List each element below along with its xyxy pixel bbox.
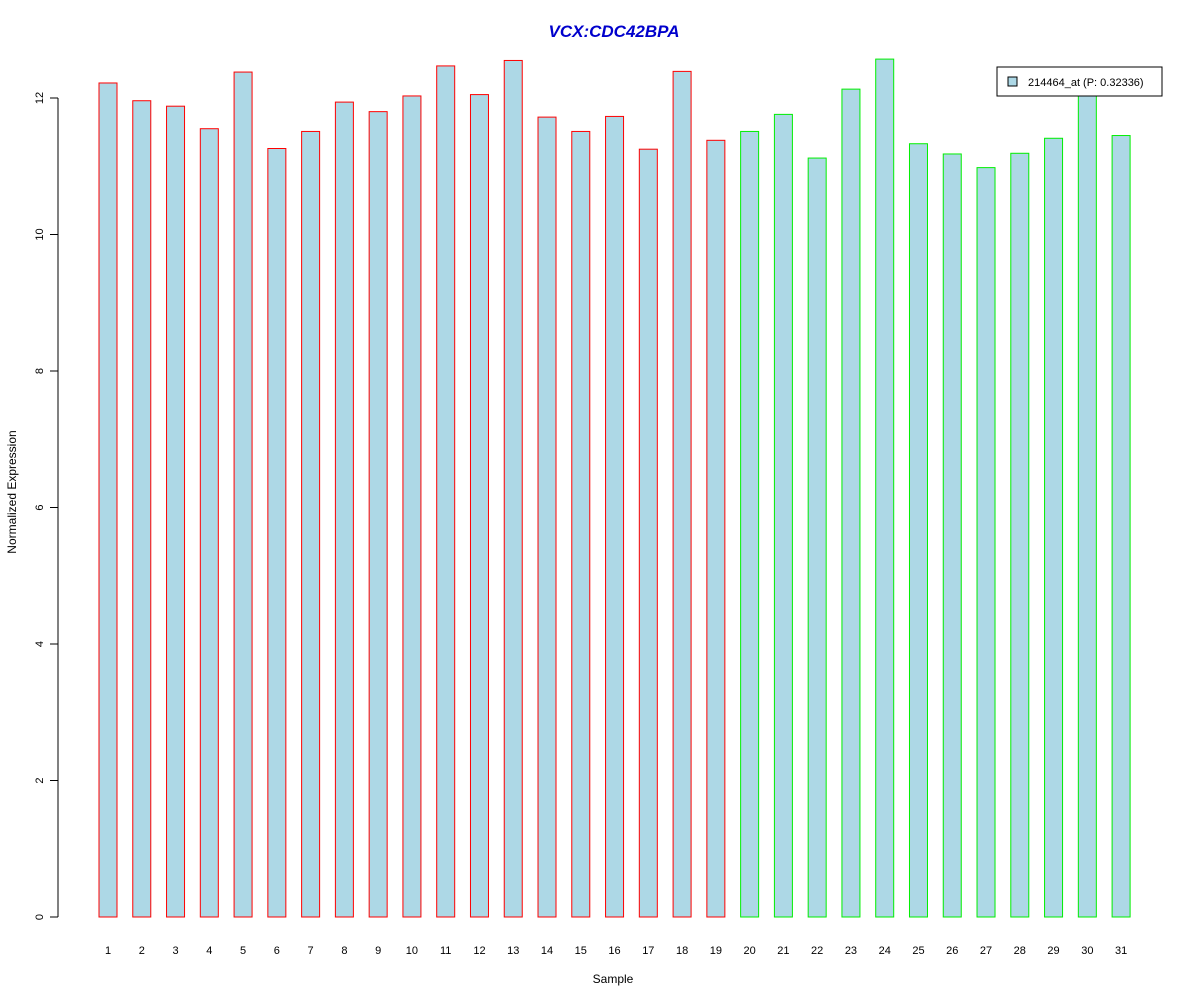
bar — [368, 111, 388, 918]
x-tick-label: 18 — [676, 945, 688, 957]
bar — [740, 130, 760, 918]
chart-title: VCX:CDC42BPA — [549, 22, 680, 41]
x-tick-label: 30 — [1081, 945, 1093, 957]
bar — [166, 105, 186, 918]
bar — [132, 100, 152, 918]
legend-swatch — [1007, 76, 1018, 87]
legend: 214464_at (P: 0.32336) — [996, 66, 1163, 97]
x-tick-label: 21 — [777, 945, 789, 957]
bar — [199, 128, 219, 918]
x-tick-label: 8 — [341, 945, 347, 957]
legend-label: 214464_at (P: 0.32336) — [1028, 77, 1144, 89]
x-tick-label: 4 — [206, 945, 212, 957]
bar — [1111, 135, 1131, 918]
bar — [537, 116, 557, 918]
bar — [773, 113, 793, 918]
x-tick-label: 10 — [406, 945, 418, 957]
bar — [469, 94, 489, 918]
x-tick-label: 17 — [642, 945, 654, 957]
bar — [1077, 91, 1097, 918]
x-tick-label: 22 — [811, 945, 823, 957]
bar — [706, 139, 726, 918]
x-tick-label: 6 — [274, 945, 280, 957]
legend-box — [996, 66, 1163, 97]
x-tick-label: 7 — [308, 945, 314, 957]
x-tick-label: 27 — [980, 945, 992, 957]
bar — [875, 58, 895, 918]
x-tick-label: 2 — [139, 945, 145, 957]
x-tick-label: 28 — [1014, 945, 1026, 957]
bar — [942, 153, 962, 918]
x-tick-label: 25 — [912, 945, 924, 957]
x-tick-label: 12 — [473, 945, 485, 957]
x-tick-label: 15 — [575, 945, 587, 957]
x-tick-label: 19 — [710, 945, 722, 957]
x-tick-label: 16 — [608, 945, 620, 957]
y-tick-label: 0 — [34, 914, 46, 920]
bar — [334, 101, 354, 918]
x-axis-label: Sample — [593, 972, 634, 986]
y-tick-label: 4 — [34, 641, 46, 647]
bar — [233, 71, 253, 918]
bar — [571, 130, 591, 918]
bar — [98, 82, 118, 918]
x-tick-label: 5 — [240, 945, 246, 957]
bar — [605, 115, 625, 918]
bar — [402, 95, 422, 918]
x-tick-label: 9 — [375, 945, 381, 957]
y-axis-label: Normalized Expression — [5, 430, 19, 553]
bar — [503, 59, 523, 918]
x-tick-label: 29 — [1047, 945, 1059, 957]
y-tick-label: 10 — [34, 228, 46, 240]
x-tick-label: 20 — [744, 945, 756, 957]
bar — [436, 65, 456, 918]
x-tick-label: 23 — [845, 945, 857, 957]
bar — [908, 143, 928, 918]
x-tick-label: 11 — [440, 945, 451, 957]
bar — [638, 148, 658, 918]
x-tick-label: 13 — [507, 945, 519, 957]
x-tick-label: 31 — [1115, 945, 1127, 957]
bar — [976, 167, 996, 918]
bar — [1044, 137, 1064, 918]
bar — [807, 157, 827, 918]
bar — [841, 88, 861, 918]
y-tick-label: 12 — [34, 92, 46, 104]
x-tick-label: 3 — [172, 945, 178, 957]
x-tick-label: 26 — [946, 945, 958, 957]
y-axis: 0 2 4 6 8 10 12 — [34, 92, 59, 920]
y-tick-label: 8 — [34, 368, 46, 374]
x-tick-label: 14 — [541, 945, 553, 957]
x-tick-label: 1 — [105, 945, 111, 957]
bar-series — [98, 58, 1131, 918]
bar — [301, 130, 321, 918]
x-tick-label: 24 — [879, 945, 891, 957]
y-tick-label: 2 — [34, 777, 46, 783]
y-tick-label: 6 — [34, 504, 46, 510]
x-tick-labels: 1 2 3 4 5 6 7 8 9 10 11 12 13 14 15 16 17 18 19 20 21 22 23 24 2… — [105, 945, 1127, 957]
bar — [267, 148, 287, 918]
bar — [672, 70, 692, 918]
bar — [1010, 152, 1030, 918]
